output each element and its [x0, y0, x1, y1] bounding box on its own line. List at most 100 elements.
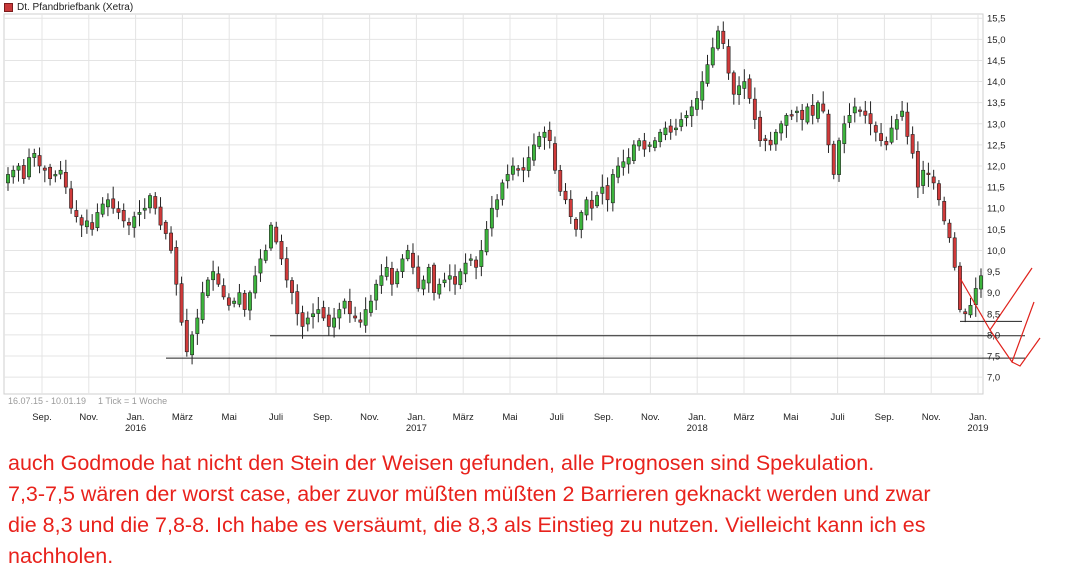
candle-body [368, 300, 373, 313]
candle-body [726, 46, 731, 74]
candle-body [605, 185, 610, 201]
comment-line: 7,3-7,5 wären der worst case, aber zuvor… [8, 482, 931, 506]
candle-body [374, 283, 379, 301]
candle-body [794, 110, 799, 113]
candle-body [952, 237, 957, 268]
x-tick-label: Sep. [313, 412, 333, 423]
candle-body [269, 224, 273, 249]
candle-body [710, 47, 715, 66]
candle-body [6, 174, 10, 184]
comment-text: auch Godmode hat nicht den Stein der Wei… [8, 448, 1060, 572]
candle-body [968, 305, 973, 316]
candle-body [237, 292, 242, 305]
candle-body [979, 275, 983, 290]
x-tick-label: Jan. [688, 412, 706, 423]
candle-body [95, 212, 100, 228]
candle-body [468, 258, 473, 261]
candle-body [879, 133, 884, 141]
candle-body [505, 174, 510, 182]
candle-body [169, 232, 173, 251]
y-tick-label: 12,5 [987, 140, 1006, 151]
candle-body [526, 157, 531, 171]
candle-body [737, 85, 741, 95]
candle-body [868, 113, 873, 125]
candle-body [652, 140, 657, 148]
x-tick-label: Mai [502, 412, 517, 423]
candle-body [53, 174, 58, 177]
candle-body [179, 283, 184, 323]
candle-body [921, 169, 926, 186]
y-tick-label: 8,5 [987, 309, 1000, 320]
candle-body [21, 165, 26, 179]
candle-body [74, 210, 79, 217]
candle-body [263, 250, 268, 261]
candle-body [837, 140, 841, 175]
x-tick-label: Juli [830, 412, 844, 423]
candle-body [216, 273, 221, 285]
candle-body [379, 275, 384, 286]
candle-body [111, 198, 116, 209]
x-tick-label: Jan. [127, 412, 145, 423]
candle-body [174, 247, 179, 285]
y-tick-label: 8,0 [987, 330, 1000, 341]
x-tick-year: 2019 [967, 423, 988, 434]
y-tick-label: 14,0 [987, 77, 1006, 88]
candle-body [116, 208, 121, 213]
candle-body [158, 206, 163, 226]
y-tick-label: 13,5 [987, 98, 1006, 109]
candle-body [700, 81, 705, 101]
x-tick-year: 2016 [125, 423, 146, 434]
candle-body [316, 309, 321, 314]
x-tick-year: 2017 [406, 423, 427, 434]
candle-body [931, 176, 936, 184]
candle-body [100, 203, 105, 215]
candle-body [421, 279, 426, 290]
candle-body [479, 250, 484, 267]
candle-body [453, 276, 457, 285]
candle-body [16, 165, 21, 171]
candle-body [779, 123, 784, 134]
candle-body [900, 110, 905, 117]
candle-body [390, 268, 394, 285]
candle-body [684, 115, 689, 119]
candle-body [873, 125, 878, 133]
candle-body [221, 285, 226, 298]
candle-body [295, 291, 300, 315]
candle-body [447, 275, 452, 280]
candle-body [637, 140, 642, 147]
candle-body [37, 155, 42, 167]
comment-line: nachholen. [8, 544, 114, 568]
range-label: 16.07.15 - 10.01.19 [8, 396, 86, 406]
x-tick-label: März [453, 412, 474, 423]
legend-swatch [4, 3, 13, 12]
y-tick-label: 15,5 [987, 14, 1006, 25]
candle-body [332, 317, 337, 328]
candle-body [889, 127, 894, 143]
candle-body [242, 292, 247, 310]
candle-body [11, 169, 16, 178]
candle-body [716, 30, 720, 49]
candle-body [105, 199, 110, 208]
x-tick-label: Juli [269, 412, 283, 423]
candle-body [926, 172, 931, 175]
candle-body [510, 165, 515, 175]
candle-body [27, 157, 31, 178]
candle-body [584, 199, 589, 216]
candle-body [894, 119, 899, 130]
x-tick-label: Nov. [79, 412, 98, 423]
candle-body [805, 106, 810, 123]
candle-body [474, 259, 479, 268]
candle-body [190, 334, 195, 356]
plot-frame [3, 13, 984, 395]
candle-body [773, 131, 778, 145]
y-tick-label: 15,0 [987, 35, 1006, 46]
candle-body [84, 220, 89, 228]
candle-body [947, 222, 952, 239]
candle-body [695, 98, 699, 110]
candle-body [184, 320, 189, 353]
forecast-arrow [1011, 337, 1041, 367]
candle-body [574, 218, 578, 230]
x-tick-label: Nov. [641, 412, 660, 423]
candle-body [674, 127, 678, 131]
x-tick-label: März [733, 412, 754, 423]
